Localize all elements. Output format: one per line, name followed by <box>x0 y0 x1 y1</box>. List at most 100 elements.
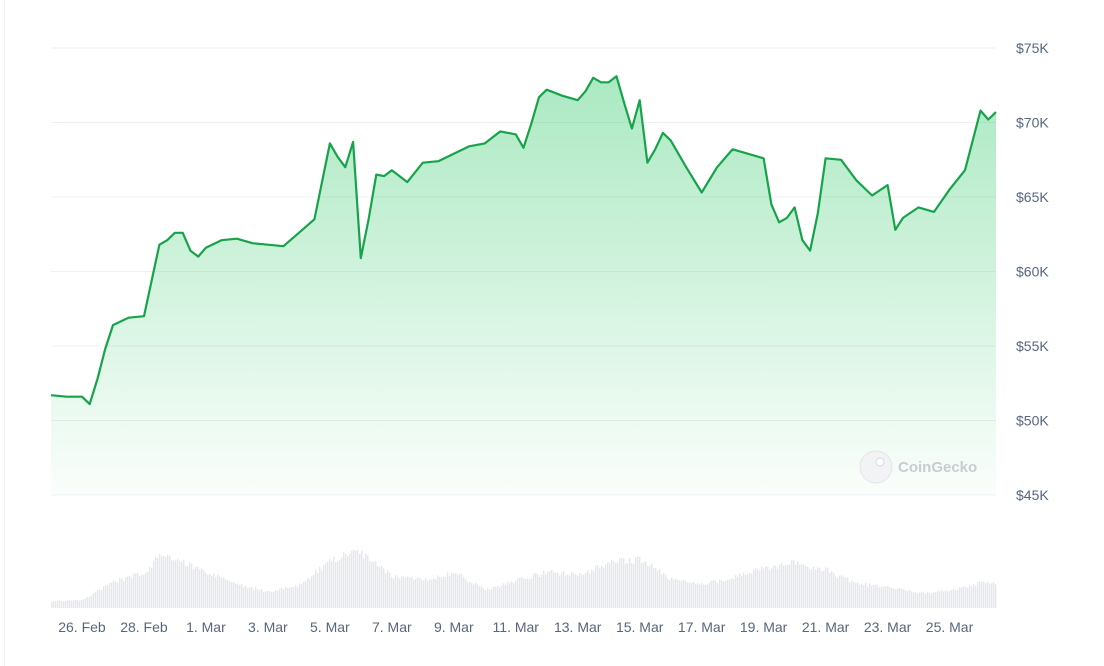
volume-bar <box>645 561 647 608</box>
volume-bar <box>679 580 681 608</box>
volume-bar <box>521 577 523 608</box>
volume-bar <box>551 569 553 608</box>
volume-bar <box>889 587 891 608</box>
volume-bar <box>769 570 771 608</box>
volume-bar <box>203 570 205 608</box>
volume-bar <box>99 589 101 608</box>
volume-bar <box>575 574 577 608</box>
volume-bar <box>297 587 299 608</box>
volume-bar <box>197 566 199 608</box>
volume-bar <box>847 577 849 608</box>
volume-bar <box>675 578 677 608</box>
volume-bar <box>111 582 113 608</box>
volume-bar <box>489 589 491 608</box>
volume-bar <box>893 588 895 608</box>
volume-bar <box>955 590 957 608</box>
price-area <box>50 75 997 496</box>
volume-bar <box>983 581 985 608</box>
volume-bar <box>433 578 435 608</box>
volume-bar <box>647 565 649 608</box>
volume-bar <box>389 572 391 608</box>
volume-bar <box>401 576 403 608</box>
volume-bar <box>423 580 425 608</box>
volume-bar <box>355 550 357 608</box>
volume-bar <box>845 577 847 608</box>
volume-bar <box>525 579 527 608</box>
volume-bar <box>873 585 875 608</box>
volume-bar <box>285 586 287 608</box>
x-tick-label: 17. Mar <box>678 619 726 635</box>
volume-bar <box>109 582 111 608</box>
volume-bar <box>739 573 741 608</box>
volume-bar <box>823 570 825 608</box>
volume-bar <box>461 574 463 608</box>
volume-bar <box>383 568 385 608</box>
volume-bar <box>303 582 305 608</box>
volume-bar <box>179 561 181 608</box>
volume-bar <box>443 576 445 608</box>
volume-bar <box>463 576 465 608</box>
volume-bar <box>455 573 457 608</box>
volume-bar <box>925 593 927 608</box>
volume-bar <box>213 573 215 608</box>
volume-bar <box>291 586 293 608</box>
volume-bar <box>605 564 607 608</box>
volume-bar <box>807 566 809 608</box>
volume-bar <box>325 563 327 608</box>
volume-bar <box>147 571 149 608</box>
volume-bar <box>683 579 685 608</box>
volume-bar <box>363 558 365 608</box>
volume-bar <box>577 575 579 608</box>
volume-bar <box>677 579 679 608</box>
volume-bar <box>199 569 201 608</box>
volume-bar <box>971 586 973 608</box>
volume-bar <box>249 587 251 608</box>
volume-bar <box>543 570 545 608</box>
volume-bar <box>487 588 489 608</box>
volume-bar <box>783 565 785 608</box>
volume-bar <box>337 561 339 608</box>
volume-bar <box>915 592 917 608</box>
volume-bar <box>229 581 231 608</box>
volume-bar <box>323 565 325 608</box>
volume-bar <box>989 583 991 608</box>
volume-bar <box>589 573 591 608</box>
volume-bar <box>771 568 773 608</box>
volume-bar <box>281 587 283 608</box>
volume-bar <box>495 586 497 608</box>
volume-bar <box>239 584 241 608</box>
volume-bar <box>741 576 743 608</box>
volume-bar <box>703 584 705 608</box>
volume-bar <box>271 591 273 608</box>
volume-bar <box>403 576 405 608</box>
volume-bar <box>941 590 943 608</box>
volume-bar <box>123 580 125 608</box>
volume-bar <box>121 578 123 608</box>
volume-bar <box>571 571 573 608</box>
volume-bar <box>629 558 631 608</box>
volume-bar <box>657 570 659 608</box>
x-tick-label: 26. Feb <box>58 619 106 635</box>
volume-bar <box>731 578 733 608</box>
volume-bar <box>405 577 407 608</box>
volume-bar <box>559 575 561 608</box>
volume-bar <box>711 580 713 608</box>
volume-bar <box>587 570 589 608</box>
volume-bar <box>641 563 643 608</box>
volume-bar <box>125 577 127 608</box>
volume-bar <box>607 562 609 608</box>
x-tick-label: 15. Mar <box>616 619 664 635</box>
volume-bar <box>831 571 833 608</box>
volume-bar <box>699 584 701 608</box>
volume-bar <box>447 572 449 608</box>
volume-bar <box>883 586 885 608</box>
volume-bar <box>55 601 57 608</box>
volume-bar <box>975 586 977 608</box>
volume-bars <box>51 549 997 608</box>
price-line <box>50 75 997 406</box>
volume-bar <box>335 562 337 608</box>
volume-bar <box>651 563 653 608</box>
volume-bar <box>257 589 259 608</box>
volume-bar <box>157 558 159 608</box>
volume-bar <box>81 600 83 608</box>
